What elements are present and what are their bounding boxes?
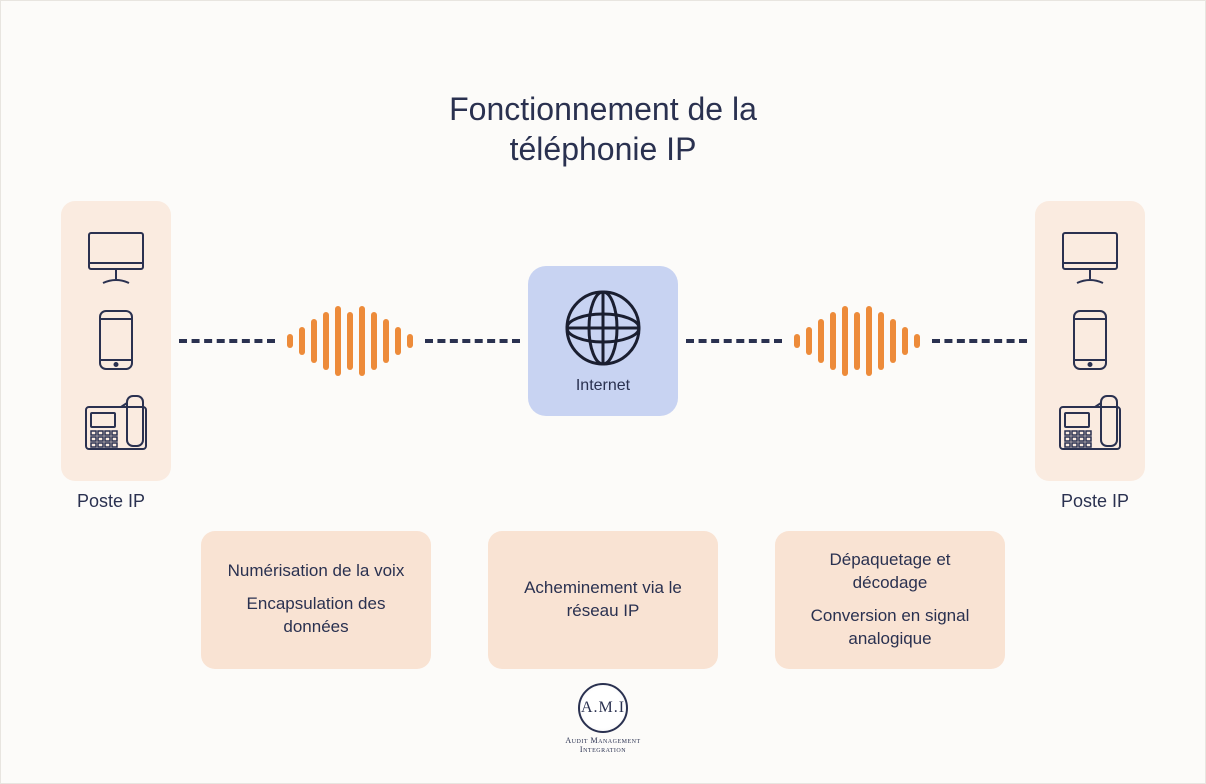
info-text: Acheminement via le réseau IP: [508, 577, 698, 623]
info-text: Dépaquetage et décodage: [795, 549, 985, 595]
deskphone-icon: [1057, 393, 1123, 453]
monitor-icon: [1059, 229, 1121, 287]
dash-line: [686, 339, 782, 343]
poste-ip-left-label: Poste IP: [77, 491, 145, 512]
internet-node: Internet: [528, 266, 678, 416]
poste-ip-right: [1035, 201, 1145, 481]
globe-icon: [562, 287, 644, 369]
logo: A.M.I Audit ManagementIntegration: [1, 683, 1205, 755]
diagram-title: Fonctionnement de latéléphonie IP: [1, 89, 1205, 169]
waveform-right: [790, 306, 924, 376]
waveform-left: [283, 306, 417, 376]
info-row: Numérisation de la voix Encapsulation de…: [201, 531, 1005, 669]
poste-ip-left: [61, 201, 171, 481]
dash-line: [425, 339, 521, 343]
deskphone-icon: [83, 393, 149, 453]
flow-row: Internet: [61, 191, 1145, 491]
logo-circle: A.M.I: [578, 683, 628, 733]
internet-label: Internet: [576, 377, 630, 395]
info-text: Numérisation de la voix: [221, 560, 411, 583]
smartphone-icon: [96, 308, 136, 372]
dash-line: [179, 339, 275, 343]
info-box-1: Numérisation de la voix Encapsulation de…: [201, 531, 431, 669]
smartphone-icon: [1070, 308, 1110, 372]
poste-ip-right-label: Poste IP: [1061, 491, 1129, 512]
monitor-icon: [85, 229, 147, 287]
info-box-2: Acheminement via le réseau IP: [488, 531, 718, 669]
dash-line: [932, 339, 1028, 343]
info-box-3: Dépaquetage et décodage Conversion en si…: [775, 531, 1005, 669]
info-text: Encapsulation des données: [221, 593, 411, 639]
info-text: Conversion en signal analogique: [795, 605, 985, 651]
logo-subtitle: Audit ManagementIntegration: [565, 737, 640, 755]
